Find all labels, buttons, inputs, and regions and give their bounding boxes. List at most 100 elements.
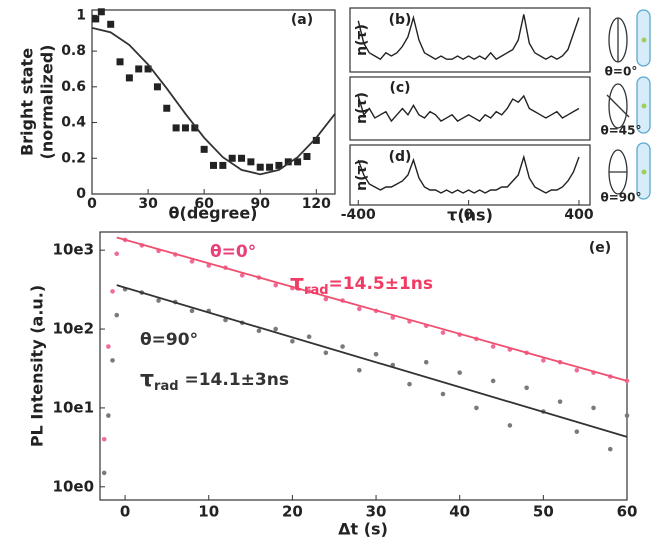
y-tick-label: 0.4 [61,115,86,131]
data-point [303,152,311,160]
data-point [156,298,161,303]
data-point [557,399,563,404]
data-point [114,312,120,318]
data-point [457,370,462,375]
y-axis-label: n(τ) [354,24,370,56]
data-point [228,154,236,162]
data-point [172,124,180,132]
data-point [490,344,496,349]
data-point [340,344,345,349]
data-point [275,161,283,169]
annotation-text: =14.5±1ns [329,274,433,294]
data-point [323,296,329,302]
panel-label: (e) [589,240,611,256]
data-point [223,317,228,323]
data-point [107,20,115,28]
annotation: τrad =14.1±3ns [140,367,289,394]
y-axis-label: n(τ) [354,92,370,124]
data-point [423,359,429,365]
data-point [239,273,245,278]
data-point [373,351,379,357]
y-tick-label: 1 [76,7,86,23]
x-tick-label: 20 [282,503,303,521]
data-point [407,381,412,387]
x-tick-label: 60 [617,503,638,521]
data-point [284,158,292,166]
data-point [114,251,120,257]
polarizer-axis [606,94,630,118]
data-point [135,65,143,73]
data-point [574,367,580,373]
x-tick-label: 400 [564,207,593,223]
data-point [144,65,152,73]
data-point [110,358,115,363]
y-axis-label: PL Intensity (a.u.) [28,285,47,447]
data-point [189,259,195,264]
panel-label: (c) [389,80,410,96]
emitter-dot [641,37,647,43]
data-point [574,429,580,434]
x-tick-label: 90 [250,196,270,212]
data-line [357,154,580,194]
x-tick-label: 0 [120,503,130,521]
data-point [247,158,255,166]
data-point [125,74,133,82]
y-axis-label: n(τ) [354,159,370,191]
y-tick-label: 0.6 [61,79,86,95]
data-point [189,308,195,314]
annotation-subscript: rad [304,283,329,298]
data-point [624,413,630,418]
y-tick-label: 0 [76,186,86,202]
annotation-symbol: τ [140,367,154,392]
data-point [256,328,262,334]
emitter-dot [641,169,647,175]
data-point [524,385,529,391]
annotation-subscript: rad [154,379,179,394]
x-tick-label: 0 [87,196,97,212]
y-tick-label: 10e3 [53,241,94,259]
annotation-symbol: τ [290,271,304,296]
data-point [541,358,546,363]
annotation: θ=90° [140,330,198,350]
data-point [323,350,329,356]
plot-frame [349,76,591,141]
data-point [266,163,274,171]
polarizer-icons [606,9,651,200]
y-axis-label: (normalized) [38,45,57,160]
data-point [294,158,302,166]
data-point [97,8,105,16]
data-point [181,124,189,132]
data-point [440,330,446,335]
x-axis-label: θ(degree) [169,204,258,223]
data-point [153,83,161,91]
y-tick-label: 10e2 [53,320,94,338]
data-point [591,405,596,411]
data-point [357,367,362,373]
x-tick-label: 40 [449,503,470,521]
data-point [106,344,111,349]
y-tick-label: 0.8 [61,43,86,59]
emitter-dot [641,103,647,109]
data-point [390,315,396,320]
fit-line [116,236,628,382]
x-tick-label: 30 [366,503,387,521]
data-point [312,136,320,144]
x-tick-label: 60 [194,196,214,212]
data-point [200,145,208,153]
annotation: θ=45° [601,124,642,138]
data-point [116,58,124,66]
annotation: θ=0° [605,65,638,79]
data-point [490,378,496,384]
x-tick-label: 10 [198,503,219,521]
x-tick-label: -400 [341,207,376,223]
x-tick-label: 0 [464,207,474,223]
x-tick-label: 30 [138,196,158,212]
data-point [210,161,217,169]
plot-frame [349,7,591,73]
data-point [110,289,115,294]
data-point [219,161,227,169]
data-point [238,154,246,162]
annotation: τrad=14.5±1ns [290,271,433,298]
data-point [607,446,613,452]
